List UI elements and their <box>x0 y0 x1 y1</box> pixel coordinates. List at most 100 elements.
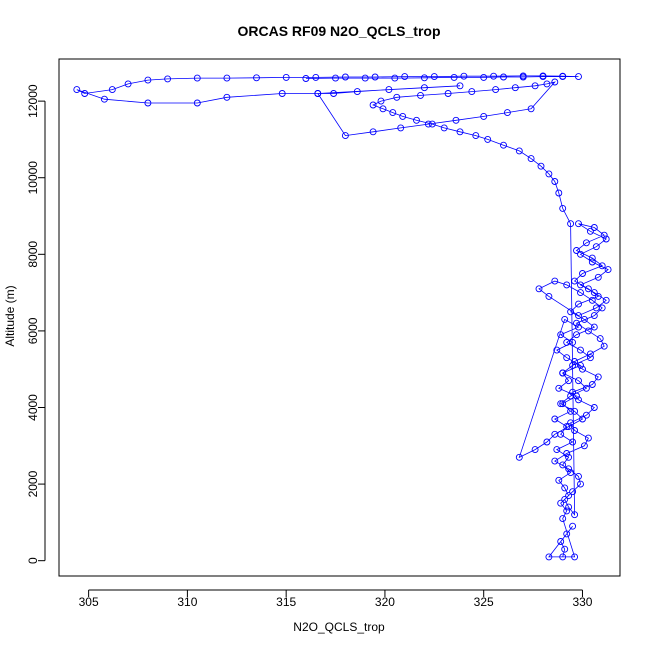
series-0-point-175 <box>430 73 438 81</box>
series-0-point-17 <box>569 438 577 446</box>
series-0-point-83 <box>588 296 596 304</box>
series-0-point-31 <box>557 331 565 339</box>
series-0-point-163 <box>108 86 116 94</box>
series-0-point-168 <box>223 74 231 82</box>
series-0-point-115 <box>551 178 559 185</box>
series-0-point-152 <box>385 86 393 94</box>
series-0-point-87 <box>584 327 592 335</box>
series-0-point-90 <box>586 350 594 358</box>
series-0-point-13 <box>567 469 575 477</box>
series-0-point-126 <box>413 116 420 124</box>
series-0-point-160 <box>100 95 108 103</box>
series-0-point-95 <box>569 388 577 396</box>
series-0-point-68 <box>592 243 600 251</box>
series-0-point-159 <box>144 99 152 107</box>
y-tick-label-4: 8000 <box>26 241 40 268</box>
series-0-point-46 <box>569 361 577 369</box>
series-0-point-47 <box>586 354 594 362</box>
series-0-point-92 <box>579 365 586 373</box>
series-0-point-14 <box>559 461 567 469</box>
y-tick-label-2: 4000 <box>26 394 40 421</box>
series-0-point-104 <box>551 457 559 465</box>
series-0-point-74 <box>590 289 598 297</box>
series-0-point-82 <box>577 289 584 297</box>
series-0-point-99 <box>567 419 575 427</box>
series-0-point-34 <box>515 453 523 461</box>
series-0-point-176 <box>460 72 468 80</box>
series-0-point-12 <box>555 476 563 484</box>
series-0-point-172 <box>341 73 349 81</box>
series-0-point-51 <box>590 323 598 331</box>
series-0-point-84 <box>598 304 606 312</box>
series-0-point-190 <box>361 74 369 82</box>
series-0-point-22 <box>559 400 567 408</box>
series-0-point-4 <box>569 522 577 530</box>
series-0-point-21 <box>567 407 575 415</box>
x-axis: 305 310 315 320 325 330 <box>79 589 593 609</box>
y-tick-label-1: 2000 <box>26 470 40 497</box>
chart-title: ORCAS RF09 N2O_QCLS_trop <box>237 23 440 39</box>
y-tick-label-3: 6000 <box>26 317 40 344</box>
series-0-point-49 <box>563 338 571 346</box>
series-0-point-45 <box>559 369 567 377</box>
series-0-point-33 <box>561 315 569 323</box>
series-0-point-7 <box>559 515 567 523</box>
series-0-point-70 <box>588 258 596 266</box>
series-0-point-56 <box>584 285 592 293</box>
series-0-point-184 <box>519 73 527 81</box>
series-0-point-52 <box>580 315 588 323</box>
series-0-point-181 <box>575 73 582 81</box>
series-0-point-146 <box>397 124 405 132</box>
series-0-point-138 <box>531 82 539 90</box>
series-0-point-48 <box>577 346 584 354</box>
series-0-point-29 <box>553 346 561 354</box>
series-0-point-120 <box>500 141 507 149</box>
series-0-point-129 <box>379 105 387 113</box>
series-0-point-89 <box>600 342 608 350</box>
series-0-point-69 <box>577 250 584 258</box>
series-0-point-170 <box>282 73 290 81</box>
series-0-point-10 <box>565 492 573 500</box>
series-0-point-110 <box>565 503 573 511</box>
series-0-point-147 <box>369 128 377 136</box>
series-0-point-24 <box>555 384 563 392</box>
series-0-point-156 <box>278 90 286 97</box>
series-0-point-107 <box>577 480 584 488</box>
series-0-point-137 <box>511 84 519 92</box>
series-0-point-54 <box>575 300 582 308</box>
series-0-point-39 <box>579 415 586 423</box>
series-0-point-111 <box>571 511 579 519</box>
series-0-point-102 <box>580 442 588 450</box>
series-0-point-1 <box>561 545 569 553</box>
series-0-point-0 <box>559 553 567 561</box>
series-0-point-161 <box>73 86 81 94</box>
series-0-point-35 <box>531 446 539 454</box>
series-0-point-106 <box>575 472 582 480</box>
series-0-point-94 <box>588 381 596 388</box>
series-0-point-116 <box>545 170 553 178</box>
series-0-point-59 <box>598 262 606 270</box>
series-0-point-79 <box>535 285 543 293</box>
series-0-point-127 <box>399 112 407 120</box>
series-0-point-60 <box>588 254 596 262</box>
series-0-point-132 <box>393 93 401 101</box>
series-0-point-63 <box>600 231 608 239</box>
series-0-point-134 <box>444 90 452 97</box>
series-0-point-187 <box>450 73 458 81</box>
x-axis-title: N2O_QCLS_trop <box>293 620 385 634</box>
series-0-point-145 <box>424 120 432 128</box>
series-0-point-167 <box>193 74 201 82</box>
series-0-point-131 <box>377 97 385 105</box>
series-0-point-57 <box>571 277 579 285</box>
series-0-point-86 <box>573 319 580 327</box>
series-0-point-20 <box>551 415 559 423</box>
series-0-point-3 <box>563 530 571 538</box>
series-0-point-100 <box>571 427 579 434</box>
series-0-point-148 <box>341 132 349 140</box>
series-0-point-177 <box>490 72 498 80</box>
series-0-point-118 <box>527 155 535 163</box>
series-0-point-135 <box>468 88 476 96</box>
series-0-point-2 <box>557 538 565 545</box>
series-0-point-136 <box>492 86 500 94</box>
